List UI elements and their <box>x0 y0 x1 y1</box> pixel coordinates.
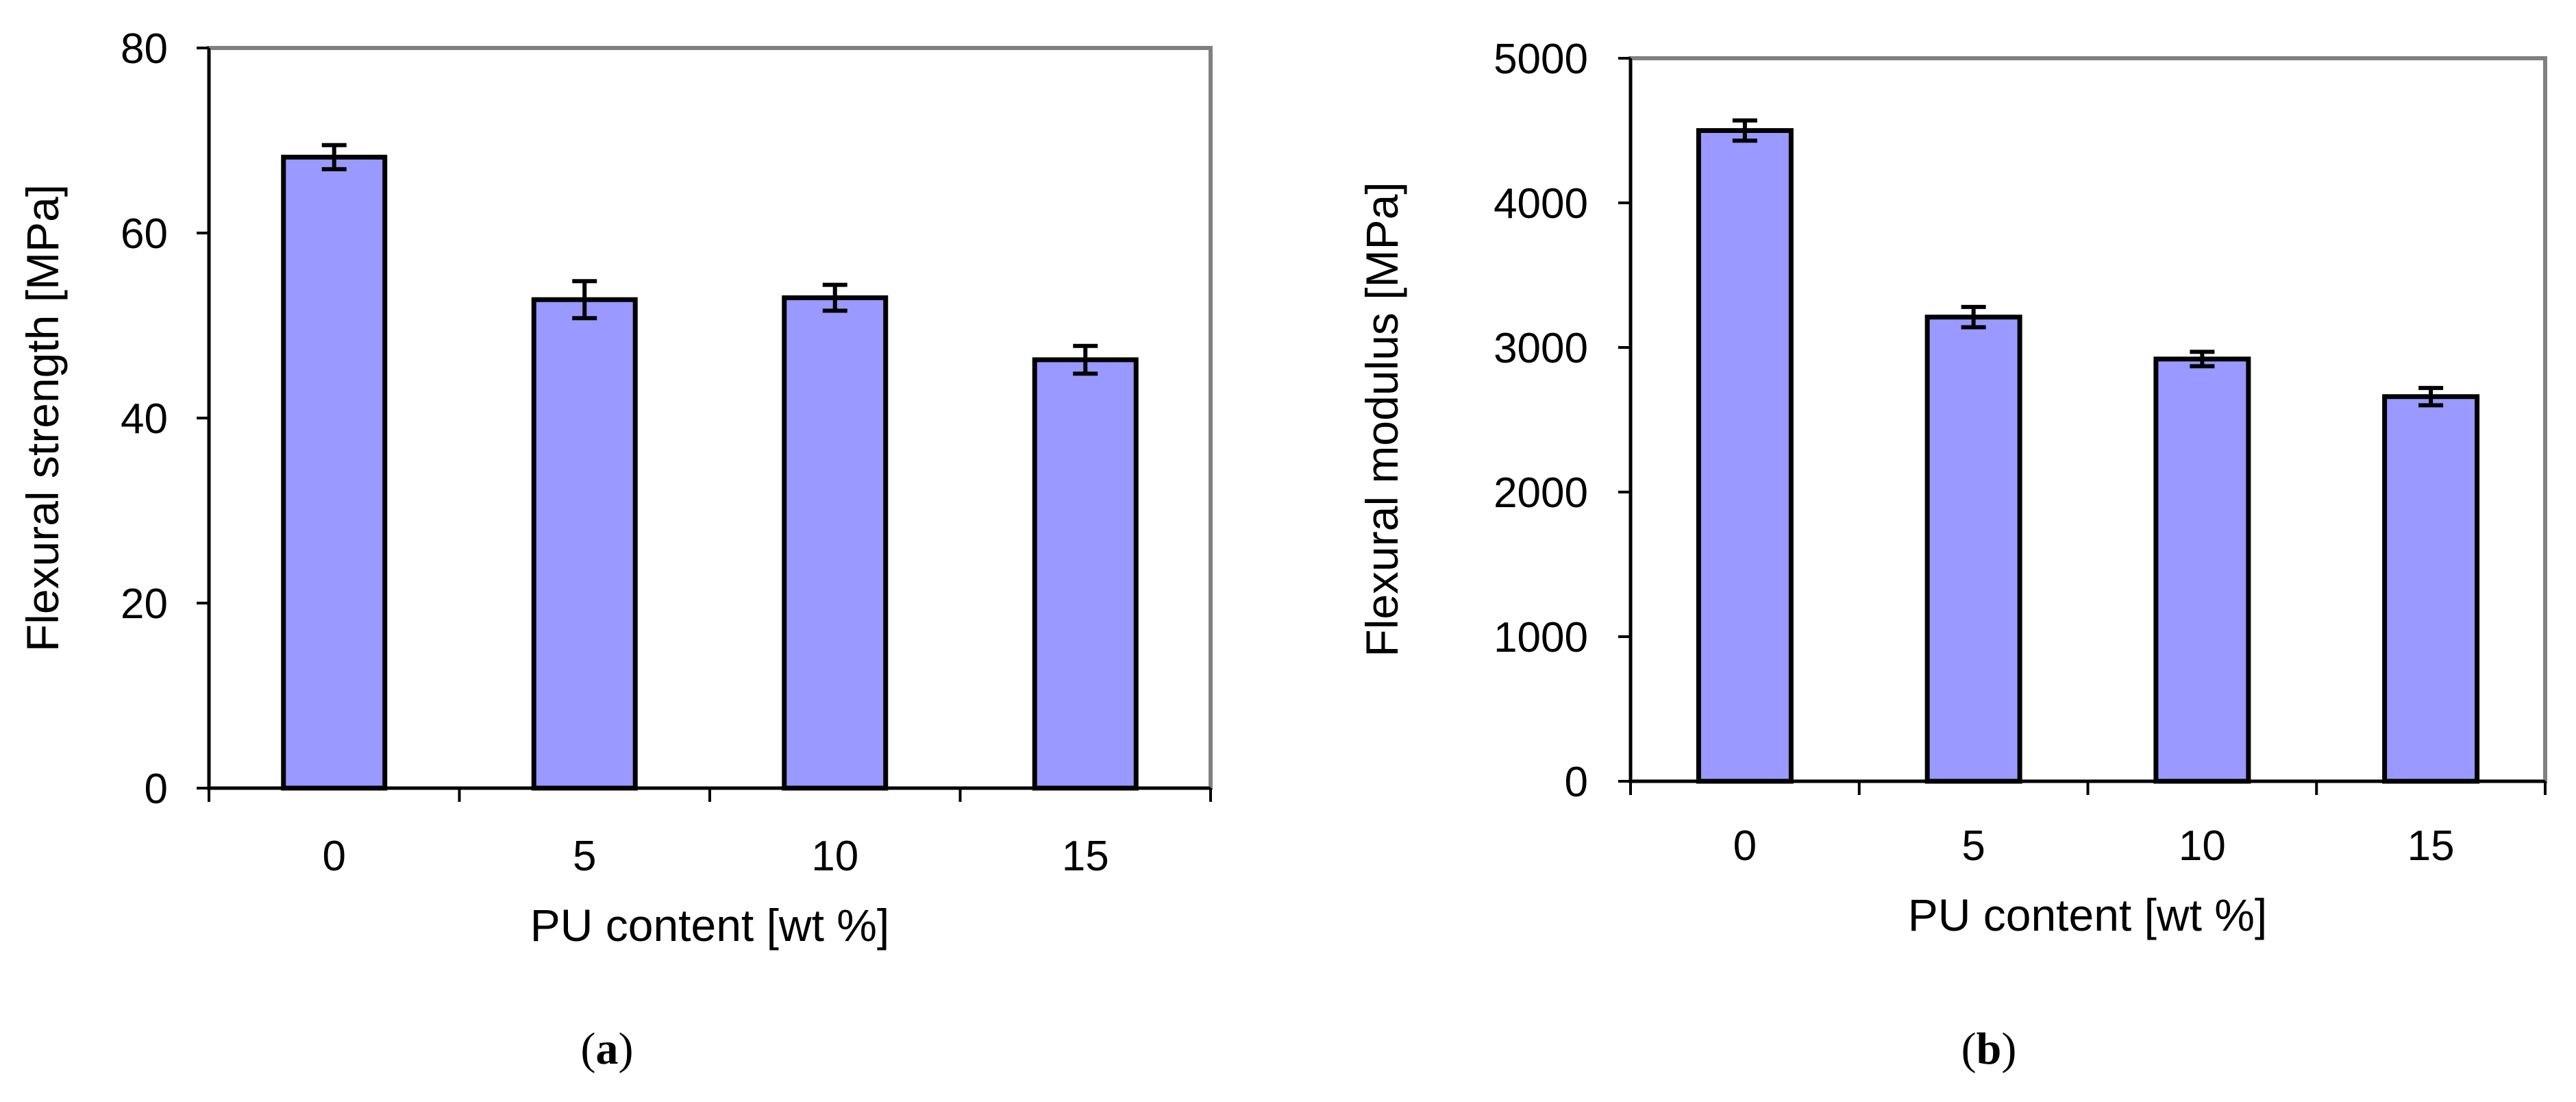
axes-a <box>197 47 1212 802</box>
panel-label-a: (a) <box>581 1024 634 1074</box>
y-tick-label: 2000 <box>1494 469 1588 517</box>
x-tick-labels-b: 0 5 10 15 <box>1733 822 2455 870</box>
y-tick-label: 3000 <box>1494 325 1588 372</box>
x-tick-label: 0 <box>323 833 346 880</box>
y-tick-label: 4000 <box>1494 180 1588 228</box>
y-tick-label: 60 <box>121 210 168 258</box>
x-tick-labels-a: 0 5 10 15 <box>323 833 1109 880</box>
x-tick-label: 5 <box>1961 822 1985 870</box>
y-tick-label: 80 <box>121 25 168 73</box>
bar-group-b <box>1696 128 2480 784</box>
bar-b-10 <box>2153 356 2251 784</box>
bar-a-10 <box>782 295 889 791</box>
chart-a: 0 20 40 60 80 0 5 10 15 PU content [wt %] Flexu… <box>17 25 1213 1074</box>
bar-a-15 <box>1032 357 1139 791</box>
y-tick-labels-a: 0 20 40 60 80 <box>121 25 168 813</box>
bar-a-0 <box>281 154 388 791</box>
bar-b-5 <box>1924 315 2022 784</box>
y-tick-label: 0 <box>1565 759 1588 806</box>
x-tick-label: 10 <box>2179 822 2226 870</box>
axes-b <box>1618 57 2547 795</box>
panel-label-b: (b) <box>1961 1024 2017 1074</box>
panel-label-b-letter: b <box>1977 1024 2002 1074</box>
x-axis-title-b: PU content [wt %] <box>1908 890 2268 940</box>
y-axis-title-b: Flexural modulus [MPa] <box>1357 182 1407 657</box>
x-tick-label: 5 <box>573 833 596 880</box>
y-axis-title-a: Flexural strength [MPa] <box>17 184 68 652</box>
bar-b-0 <box>1696 128 1794 784</box>
x-tick-label: 15 <box>1062 833 1109 880</box>
y-tick-label: 0 <box>145 766 168 813</box>
y-tick-labels-b: 0 1000 2000 3000 4000 5000 <box>1494 36 1588 806</box>
x-tick-label: 15 <box>2407 822 2455 870</box>
y-tick-label: 1000 <box>1494 614 1588 661</box>
error-bar-group-b <box>1732 118 2444 408</box>
bar-b-15 <box>2382 394 2480 784</box>
x-tick-label: 10 <box>811 833 858 880</box>
panel-label-a-letter: a <box>596 1024 619 1074</box>
y-tick-label: 5000 <box>1494 36 1588 83</box>
error-bar-group-a <box>321 143 1098 376</box>
bar-a-5 <box>531 297 638 791</box>
y-tick-label: 20 <box>121 580 168 628</box>
x-tick-label: 0 <box>1733 822 1757 870</box>
x-axis-title-a: PU content [wt %] <box>530 900 890 951</box>
chart-b: 0 1000 2000 3000 4000 5000 0 5 10 15 PU content … <box>1357 36 2547 1074</box>
y-tick-label: 40 <box>121 395 168 443</box>
